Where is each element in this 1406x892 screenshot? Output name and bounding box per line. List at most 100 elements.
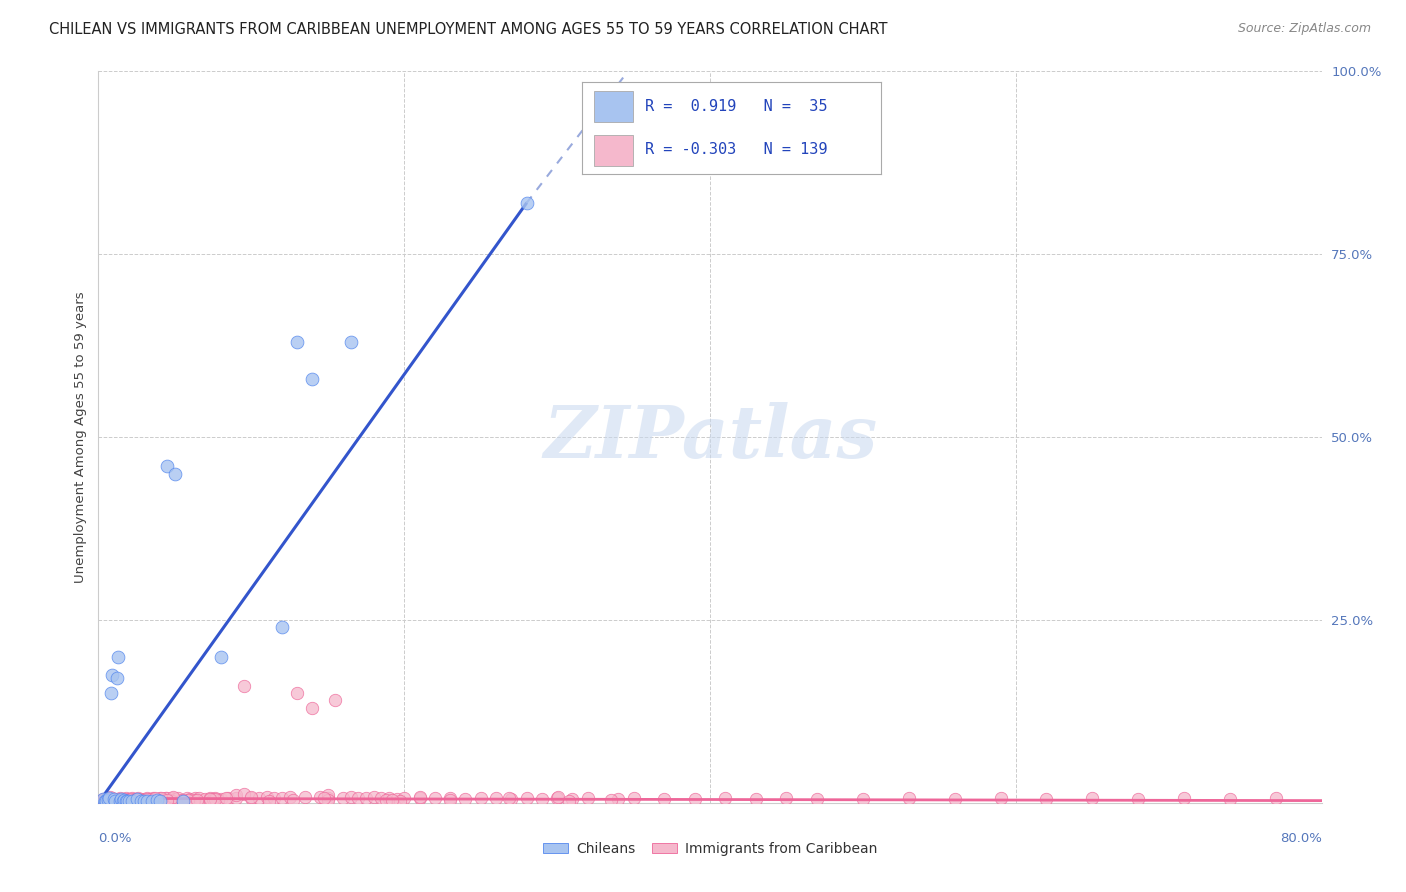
Point bbox=[100, 686, 122, 700]
Point bbox=[204, 790, 226, 805]
Point bbox=[943, 792, 966, 806]
Point bbox=[209, 649, 232, 664]
Point bbox=[115, 795, 138, 809]
Point bbox=[163, 467, 186, 481]
Point bbox=[143, 793, 166, 807]
Point bbox=[217, 791, 239, 805]
Point bbox=[281, 793, 304, 807]
Point bbox=[423, 791, 446, 805]
Point bbox=[270, 620, 292, 634]
Point bbox=[138, 793, 160, 807]
Point bbox=[301, 371, 323, 385]
Point bbox=[134, 793, 156, 807]
Point bbox=[97, 794, 120, 808]
Point bbox=[103, 792, 125, 806]
Point bbox=[263, 791, 285, 805]
Point bbox=[91, 793, 114, 807]
Point bbox=[98, 791, 121, 805]
Point bbox=[225, 789, 247, 803]
Point bbox=[98, 793, 121, 807]
Point bbox=[714, 791, 737, 805]
Point bbox=[141, 794, 163, 808]
Point bbox=[314, 791, 336, 805]
Point bbox=[259, 793, 281, 807]
Point bbox=[145, 792, 167, 806]
Text: 0.0%: 0.0% bbox=[98, 832, 132, 845]
Point bbox=[122, 793, 145, 807]
Point bbox=[93, 794, 115, 808]
Point bbox=[155, 793, 177, 807]
Point bbox=[852, 792, 875, 806]
Point bbox=[108, 794, 131, 808]
Point bbox=[1173, 791, 1195, 805]
Point bbox=[270, 790, 292, 805]
Point bbox=[201, 792, 224, 806]
Point bbox=[240, 789, 263, 804]
Point bbox=[128, 794, 150, 808]
Point bbox=[111, 792, 134, 806]
Point bbox=[101, 791, 124, 805]
Point bbox=[163, 792, 186, 806]
Point bbox=[332, 790, 354, 805]
Point bbox=[110, 792, 132, 806]
Point bbox=[198, 791, 221, 805]
Point bbox=[108, 791, 131, 805]
Point bbox=[125, 792, 148, 806]
Point bbox=[194, 792, 217, 806]
Point bbox=[498, 790, 520, 805]
Point bbox=[160, 790, 183, 805]
Point bbox=[121, 794, 143, 808]
Text: 80.0%: 80.0% bbox=[1279, 832, 1322, 845]
Point bbox=[1128, 792, 1150, 806]
Point bbox=[152, 792, 174, 806]
Point bbox=[375, 792, 398, 806]
Point bbox=[232, 679, 254, 693]
Point bbox=[125, 793, 148, 807]
Point bbox=[129, 792, 152, 806]
Point bbox=[91, 792, 114, 806]
Point bbox=[142, 792, 165, 806]
Point bbox=[363, 789, 385, 804]
Point bbox=[155, 791, 177, 805]
Point bbox=[485, 790, 508, 805]
Point bbox=[94, 794, 117, 808]
Point bbox=[112, 792, 135, 806]
Point bbox=[1081, 791, 1104, 805]
Point bbox=[160, 794, 183, 808]
Point bbox=[110, 794, 132, 808]
Point bbox=[285, 334, 308, 349]
Point bbox=[124, 792, 146, 806]
Point bbox=[91, 792, 114, 806]
Point bbox=[198, 795, 221, 809]
Point bbox=[198, 792, 221, 806]
Point bbox=[408, 790, 430, 805]
Point bbox=[150, 793, 173, 807]
Point bbox=[325, 693, 347, 707]
Point bbox=[101, 792, 124, 806]
Point bbox=[135, 793, 157, 807]
Point bbox=[134, 792, 156, 806]
Point bbox=[93, 791, 115, 805]
Point bbox=[145, 793, 167, 807]
Point bbox=[104, 793, 127, 807]
Point bbox=[107, 649, 129, 664]
Point bbox=[103, 793, 125, 807]
Point bbox=[134, 794, 156, 808]
Point bbox=[347, 791, 370, 805]
Point bbox=[339, 334, 361, 349]
Point bbox=[118, 792, 141, 806]
Point bbox=[316, 793, 339, 807]
Point bbox=[111, 794, 134, 808]
Point bbox=[409, 790, 432, 805]
Legend: Chileans, Immigrants from Caribbean: Chileans, Immigrants from Caribbean bbox=[537, 837, 883, 862]
Point bbox=[105, 794, 128, 808]
Point bbox=[378, 790, 401, 805]
Point bbox=[652, 792, 675, 806]
Point bbox=[439, 793, 461, 807]
Text: Source: ZipAtlas.com: Source: ZipAtlas.com bbox=[1237, 22, 1371, 36]
Point bbox=[135, 792, 157, 806]
Point bbox=[186, 793, 208, 807]
Point bbox=[576, 791, 599, 805]
Point bbox=[117, 794, 139, 808]
Point bbox=[115, 794, 138, 808]
